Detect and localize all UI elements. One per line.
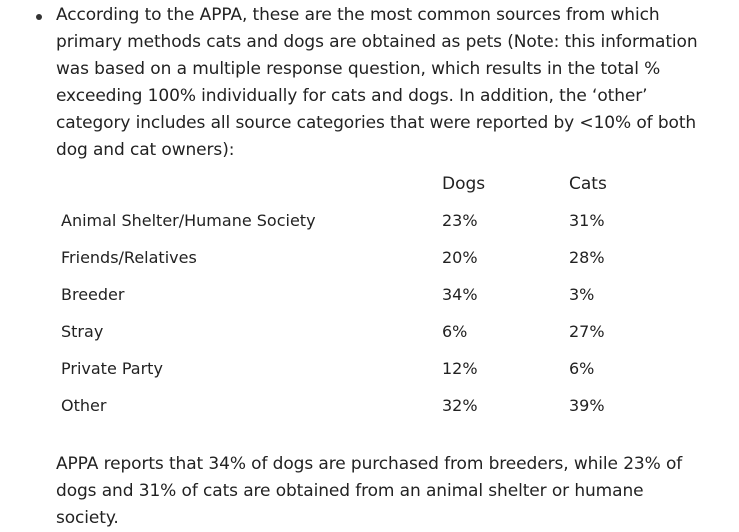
source-cell: Private Party: [61, 359, 163, 378]
table-row: Friends/Relatives 20% 28%: [56, 239, 649, 276]
cats-cell: 39%: [569, 396, 605, 415]
table-row: Other 32% 39%: [56, 387, 649, 424]
dogs-cell: 32%: [442, 396, 478, 415]
dogs-cell: 23%: [442, 211, 478, 230]
cats-cell: 31%: [569, 211, 605, 230]
header-dogs: Dogs: [442, 173, 486, 194]
intro-paragraph: According to the APPA, these are the mos…: [56, 5, 698, 160]
dogs-cell: 34%: [442, 285, 478, 304]
source-cell: Breeder: [61, 285, 125, 304]
dogs-cell: 6%: [442, 322, 468, 341]
header-cats: Cats: [569, 173, 607, 194]
dogs-cell: 20%: [442, 248, 478, 267]
summary-paragraph: APPA reports that 34% of dogs are purcha…: [56, 454, 683, 528]
source-cell: Other: [61, 396, 107, 415]
table-row: Private Party 12% 6%: [56, 350, 649, 387]
dogs-cell: 12%: [442, 359, 478, 378]
cats-cell: 28%: [569, 248, 605, 267]
pet-sources-table: Dogs Cats Animal Shelter/Humane Society …: [56, 165, 649, 424]
table-header-row: Dogs Cats: [56, 165, 649, 202]
source-cell: Stray: [61, 322, 104, 341]
cats-cell: 6%: [569, 359, 595, 378]
table-row: Breeder 34% 3%: [56, 276, 649, 313]
header-source: [56, 165, 442, 202]
table-row: Stray 6% 27%: [56, 313, 649, 350]
source-cell: Animal Shelter/Humane Society: [61, 211, 316, 230]
cats-cell: 27%: [569, 322, 605, 341]
source-cell: Friends/Relatives: [61, 248, 197, 267]
table-row: Animal Shelter/Humane Society 23% 31%: [56, 202, 649, 239]
bullet-icon: [36, 14, 42, 20]
cats-cell: 3%: [569, 285, 595, 304]
